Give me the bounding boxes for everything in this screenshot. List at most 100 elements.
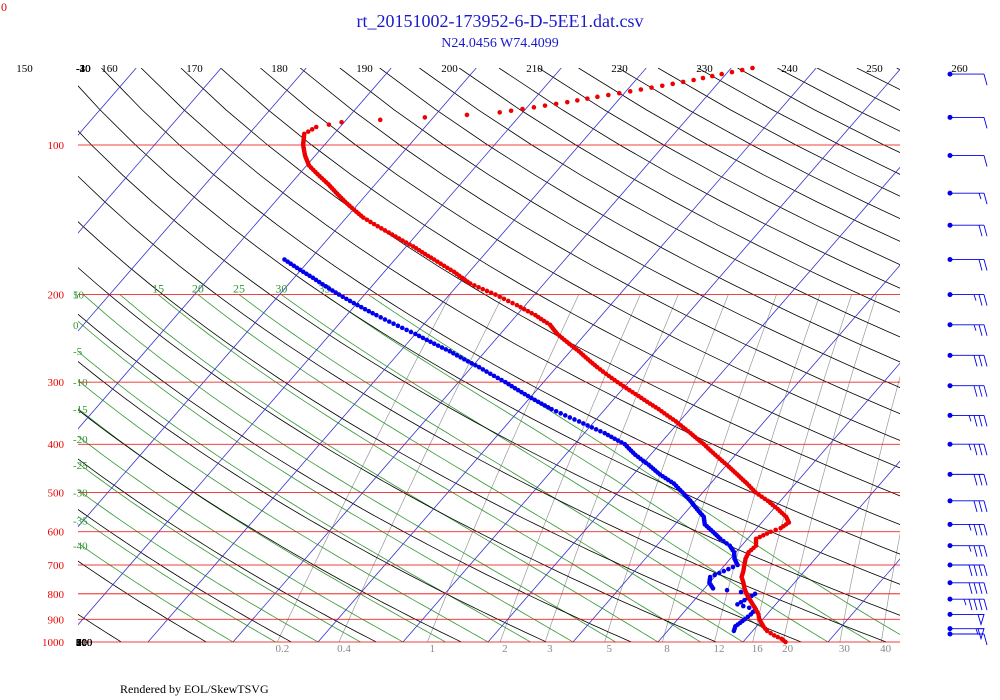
- wind-barb-flag: [977, 628, 985, 641]
- wind-barb-half-feather: [963, 599, 967, 606]
- temperature-point: [691, 77, 696, 83]
- dry-adiabat-line: [78, 360, 547, 642]
- temperature-point: [764, 531, 770, 536]
- dewpoint-point: [454, 353, 460, 358]
- wind-barb-feather: [973, 524, 978, 536]
- dry-adiabat-line: [419, 68, 900, 338]
- dewpoint-point: [549, 406, 554, 412]
- wind-barb-feather: [978, 415, 983, 427]
- wind-barb-feather: [978, 259, 983, 271]
- dewpoint-point: [558, 411, 563, 416]
- temperature-series: [300, 65, 792, 645]
- wind-barb-feather: [968, 564, 973, 577]
- dry-adiabat-line: [78, 613, 122, 642]
- dry-adiabat-label: -30: [76, 63, 91, 75]
- isotherm-line: [572, 264, 900, 642]
- temperature-point: [659, 83, 665, 89]
- axis-labels: 1101201301401501601701801902002102202302…: [16, 63, 968, 655]
- temperature-point: [497, 110, 503, 115]
- pressure-tick-label: 500: [48, 487, 65, 499]
- dewpoint-point: [712, 572, 717, 578]
- temperature-point: [739, 67, 745, 73]
- dewpoint-point: [443, 347, 449, 352]
- dewpoint-point: [562, 413, 568, 418]
- moist-adiabat-label: -20: [73, 434, 88, 446]
- moist-adiabat-top-label: 25: [233, 282, 245, 296]
- dewpoint-point: [344, 296, 349, 302]
- wind-barb-half-feather: [968, 415, 972, 422]
- pressure-tick-label: 900: [48, 614, 65, 626]
- dewpoint-point: [382, 317, 388, 322]
- wind-barb-feather: [973, 385, 978, 397]
- dewpoint-point: [386, 319, 392, 324]
- dewpoint-point: [465, 359, 471, 364]
- dewpoint-point: [473, 362, 478, 368]
- top-axis-tick-label: 160: [101, 63, 118, 75]
- temperature-point: [753, 536, 759, 542]
- dry-adiabat-label: 30: [76, 637, 88, 649]
- wind-barb-feather: [983, 415, 988, 427]
- temperature-point: [326, 122, 332, 127]
- temperature-point: [750, 65, 755, 71]
- temperature-point: [309, 127, 315, 132]
- dewpoint-point: [476, 364, 482, 370]
- dewpoint-point: [593, 427, 599, 432]
- dewpoint-point: [326, 286, 332, 291]
- dry-adiabat-line: [578, 68, 900, 242]
- wind-barb-feather: [978, 474, 983, 486]
- dewpoint-point: [282, 257, 287, 262]
- mixing-ratio-line: [880, 532, 900, 642]
- dry-adiabat-line: [339, 68, 900, 389]
- temperature-point: [505, 298, 511, 304]
- moist-adiabat-label: -40: [73, 541, 88, 553]
- dewpoint-point: [735, 602, 740, 607]
- mixing-ratio-line: [604, 294, 729, 642]
- wind-barb-feather: [978, 385, 983, 397]
- dewpoint-point: [491, 373, 497, 379]
- dewpoint-point: [602, 430, 607, 436]
- dewpoint-point: [330, 288, 335, 293]
- dewpoint-point: [503, 379, 508, 385]
- temperature-point: [407, 242, 412, 247]
- wind-barb-feather: [978, 545, 983, 557]
- mixing-ratio-lines: [276, 294, 900, 642]
- wind-barb-feather: [968, 582, 973, 594]
- dewpoint-point: [333, 290, 339, 295]
- temperature-point: [305, 129, 311, 134]
- dewpoint-point: [355, 302, 360, 308]
- temperature-point: [595, 94, 600, 100]
- temperature-point: [400, 238, 405, 243]
- isotherm-line: [487, 166, 900, 642]
- dewpoint-point: [742, 597, 747, 603]
- dewpoint-point: [622, 441, 628, 447]
- wind-barbs: [947, 71, 988, 646]
- wind-barb-half-feather: [968, 524, 972, 531]
- mixing-ratio-line: [661, 294, 777, 642]
- dry-adiabat-label: -10: [76, 63, 91, 75]
- dewpoint-point: [458, 355, 463, 360]
- dewpoint-series: [282, 257, 758, 634]
- dewpoint-point: [752, 591, 758, 597]
- dewpoint-point: [746, 605, 752, 611]
- dewpoint-point: [374, 312, 379, 318]
- wind-barb-feather: [983, 500, 988, 512]
- wind-barb-feather: [983, 117, 988, 129]
- dewpoint-point: [480, 367, 486, 372]
- temperature-point: [441, 263, 447, 269]
- mixing-ratio-label: 12: [713, 643, 724, 655]
- dry-adiabat-line: [498, 68, 900, 289]
- dry-adiabat-line: [220, 68, 900, 469]
- top-axis-tick-label: 260: [951, 63, 968, 75]
- dewpoint-point: [585, 423, 590, 428]
- dewpoint-point: [395, 323, 401, 329]
- isotherm-line: [657, 362, 900, 642]
- dewpoint-point: [567, 415, 573, 420]
- temperature-point: [542, 103, 548, 108]
- moist-adiabat-label: -10: [73, 377, 88, 389]
- temperature-point: [488, 290, 494, 296]
- wind-barb-half-feather: [975, 628, 979, 635]
- wind-barb-feather: [983, 355, 988, 367]
- dewpoint-point: [370, 310, 375, 316]
- wind-barb-feather: [983, 599, 988, 611]
- dewpoint-point: [721, 568, 727, 574]
